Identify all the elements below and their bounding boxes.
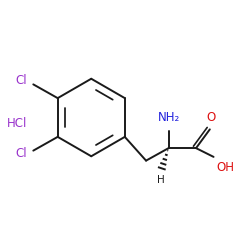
Text: OH: OH — [216, 160, 234, 173]
Text: H: H — [157, 175, 165, 185]
Text: NH₂: NH₂ — [158, 112, 180, 124]
Text: HCl: HCl — [7, 117, 28, 130]
Text: O: O — [206, 111, 216, 124]
Text: Cl: Cl — [16, 74, 27, 87]
Text: Cl: Cl — [16, 146, 27, 160]
